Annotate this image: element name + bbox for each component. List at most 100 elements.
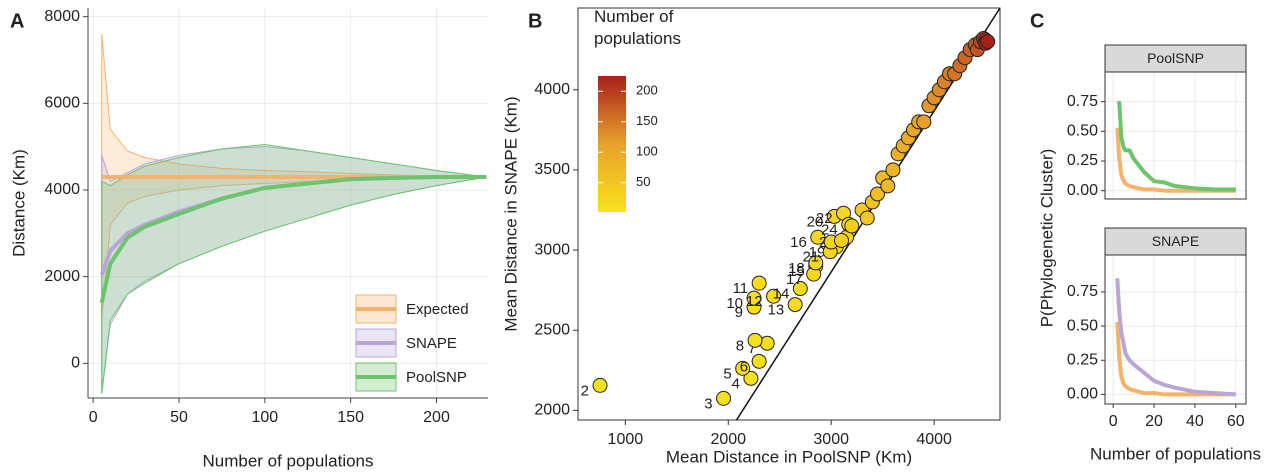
line — [1115, 321, 1236, 397]
y-tick-label: 3000 — [534, 241, 570, 258]
y-tick-label: 8000 — [44, 8, 80, 25]
x-tick-label: 0 — [89, 409, 98, 426]
x-axis-title: Number of populations — [202, 451, 373, 470]
y-tick-label: 0.75 — [1067, 93, 1098, 110]
point-label: 19 — [809, 244, 826, 261]
y-axis-title: Distance (Km) — [9, 149, 28, 257]
x-tick-label: 1000 — [608, 431, 644, 448]
point — [751, 353, 767, 369]
colorbar-tick-label: 150 — [636, 113, 658, 128]
x-tick-label: 0 — [1109, 413, 1118, 430]
point-label: 13 — [767, 302, 784, 319]
point-label: 24 — [821, 221, 838, 238]
point-label: 10 — [726, 295, 743, 312]
y-tick-label: 6000 — [44, 95, 80, 112]
x-tick-label: 50 — [170, 409, 188, 426]
line — [1115, 278, 1236, 397]
x-tick-label: 20 — [1145, 413, 1163, 430]
point — [880, 178, 896, 194]
point-label: 14 — [773, 286, 790, 303]
y-tick-label: 0.25 — [1067, 152, 1098, 169]
point-label: 11 — [733, 280, 749, 297]
point — [592, 377, 608, 393]
point-label: 17 — [786, 271, 803, 288]
facet-strip — [1104, 227, 1247, 256]
line — [1117, 100, 1236, 192]
y-axis-title: Mean Distance in SNAPE (Km) — [501, 96, 520, 331]
point — [759, 335, 775, 351]
panel-label: B — [528, 10, 542, 32]
point-label: 16 — [790, 234, 807, 251]
ribbon — [101, 143, 487, 394]
panel-border — [577, 7, 1001, 421]
y-tick-label: 2000 — [44, 268, 80, 285]
x-tick-label: 3000 — [813, 431, 849, 448]
y-tick-label: 0 — [71, 355, 80, 372]
point — [787, 297, 803, 313]
point-label: 4 — [732, 375, 740, 392]
point — [746, 290, 762, 306]
point — [980, 34, 996, 50]
point-label: 2 — [581, 382, 589, 399]
y-tick-label: 2500 — [534, 321, 570, 338]
point-label: 5 — [723, 365, 731, 382]
point-label: 20 — [807, 213, 824, 230]
y-tick-label: 0.25 — [1067, 351, 1098, 368]
point — [735, 360, 751, 376]
x-tick-label: 4000 — [916, 431, 952, 448]
point — [716, 390, 732, 406]
legend-label: SNAPE — [406, 335, 457, 352]
y-tick-label: 0.75 — [1067, 283, 1098, 300]
x-tick-label: 2000 — [710, 431, 746, 448]
colorbar-tick-label: 100 — [636, 144, 658, 159]
colorbar-title: Number of populations — [594, 7, 681, 48]
x-axis-title: Number of populations — [1090, 444, 1261, 463]
legend-label: PoolSNP — [406, 369, 467, 386]
facet-strip-label: SNAPE — [1152, 233, 1199, 249]
point-label: 3 — [704, 395, 712, 412]
point-label: 15 — [788, 263, 805, 280]
point-label: 9 — [735, 304, 743, 321]
facet-strip-label: PoolSNP — [1147, 50, 1204, 66]
y-axis-title: P(Phylogenetic Cluster) — [1037, 149, 1056, 328]
legend-label: Expected — [406, 301, 469, 318]
point — [766, 288, 782, 304]
y-tick-label: 4000 — [534, 81, 570, 98]
y-tick-label: 0.00 — [1067, 182, 1098, 199]
point — [792, 281, 808, 297]
y-tick-label: 0.50 — [1067, 317, 1098, 334]
point-label: 8 — [736, 337, 744, 354]
point — [751, 275, 767, 291]
point-label: 22 — [816, 210, 833, 227]
colorbar-tick-label: 200 — [636, 83, 658, 98]
point — [808, 255, 824, 271]
x-tick-label: 40 — [1186, 413, 1204, 430]
y-tick-label: 0.50 — [1067, 123, 1098, 140]
point — [833, 232, 849, 248]
point — [885, 162, 901, 178]
y-tick-label: 0.00 — [1067, 386, 1098, 403]
line — [1115, 127, 1236, 193]
x-tick-label: 100 — [251, 409, 278, 426]
y-tick-label: 3500 — [534, 161, 570, 178]
x-tick-label: 200 — [423, 409, 450, 426]
point — [844, 218, 860, 234]
facet-strip — [1104, 44, 1247, 73]
panel-border — [1104, 254, 1247, 405]
panel-border — [1104, 71, 1247, 200]
point — [870, 186, 886, 202]
y-tick-label: 2000 — [534, 402, 570, 419]
y-tick-label: 4000 — [44, 181, 80, 198]
panel-label: A — [10, 10, 24, 32]
point-label: 21 — [802, 249, 819, 266]
point-label: 6 — [740, 358, 748, 375]
point — [743, 370, 759, 386]
point-label: 18 — [788, 260, 805, 277]
x-tick-label: 60 — [1227, 413, 1245, 430]
panel-label: C — [1030, 10, 1044, 32]
mean-line — [99, 175, 487, 304]
point — [810, 229, 826, 245]
colorbar — [598, 76, 626, 212]
